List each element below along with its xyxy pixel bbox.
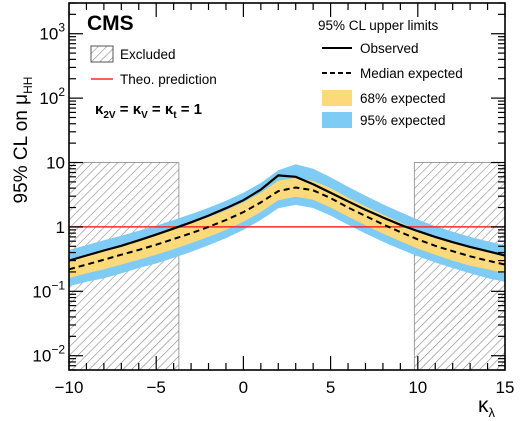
x-tick-label: 5 [326,378,335,397]
band-68-expected [69,177,505,279]
y-tick-label: 10 [46,154,65,173]
x-tick-label: 15 [496,378,515,397]
legend-excluded-label: Excluded [120,47,176,62]
y-tick-label: 10−2 [32,343,65,366]
legend-68: 68% expected [322,90,446,106]
legend-theory: Theo. prediction [91,72,217,87]
experiment-label: CMS [87,12,134,35]
legend-68-swatch [322,90,352,106]
y-axis-title: 95% CL on μHH [11,77,35,204]
legend-observed: Observed [322,41,419,56]
legend-excluded: Excluded [90,45,176,63]
coupling-label: κ2V = κV = κt = 1 [95,101,202,121]
legend-median: Median expected [322,66,463,81]
x-tick-label: −5 [147,378,166,397]
legend-95-label: 95% expected [360,113,446,128]
y-tick-label: 102 [39,85,65,108]
legend-left: Excluded Theo. prediction κ2V = κV = κt … [90,45,217,121]
x-tick-label: 10 [408,378,427,397]
median-expected-line [69,186,505,271]
legend-right: 95% CL upper limits Observed Median expe… [318,18,463,128]
legend-95: 95% expected [322,112,446,128]
legend-observed-label: Observed [360,41,419,56]
y-tick-label: 10−1 [32,278,65,301]
observed-line [69,174,505,262]
band-95-expected [69,164,505,287]
legend-excluded-swatch [90,45,114,63]
plot-frame [68,2,506,371]
x-axis-title: κλ [478,394,496,420]
legend-header: 95% CL upper limits [318,18,439,33]
x-tick-label: −10 [55,378,84,397]
tick-labels: −10 −5 0 5 10 15 10−2 10−1 1 10 102 103 [32,21,514,397]
band-68-area [69,177,505,279]
legend-theory-label: Theo. prediction [120,72,217,87]
legend-median-label: Median expected [360,66,463,81]
legend-95-swatch [322,112,352,128]
x-tick-label: 0 [239,378,248,397]
legend-68-label: 68% expected [360,91,446,106]
y-tick-label: 103 [39,21,65,44]
limit-lines [69,174,505,271]
axis-ticks [68,2,506,371]
band-95-area [69,164,505,287]
y-tick-label: 1 [56,218,65,237]
